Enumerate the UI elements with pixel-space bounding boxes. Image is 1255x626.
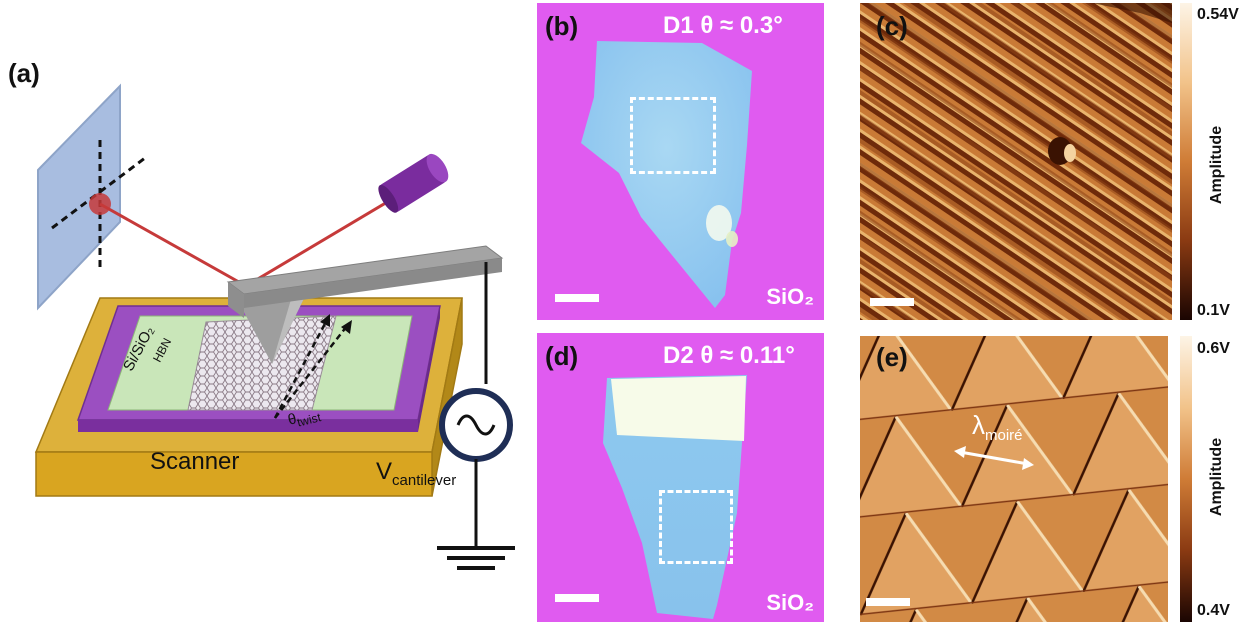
device-title-d2: D2 θ ≈ 0.11° [663,342,795,369]
scanner-front [35,451,433,497]
panel-b-label: (b) [545,11,579,41]
twist-axis-arrowhead [341,320,352,334]
afm-tip-face [272,282,312,364]
moire-wavelength-label: λmoiré [972,410,1023,444]
scanner-label: Scanner [150,448,240,475]
lambda-subscript: moiré [985,427,1023,445]
colorbar-c-title: Amplitude [1208,125,1225,205]
panel-c-label: (c) [876,11,908,41]
cantilever-front [244,258,502,308]
scale-bar-c [870,298,914,306]
region-of-interest-box [630,97,716,174]
panel-e-label: (e) [876,342,908,372]
ac-wave-symbol [456,414,496,436]
twisted-bilayer-graphene-lattice [188,316,336,410]
reflected-laser-beam [99,202,247,288]
region-of-interest-box [659,490,733,564]
incident-laser-beam [245,196,395,288]
twist-axis-arrow [273,319,329,419]
scale-bar-d2 [555,594,599,602]
lambda-symbol: λ [972,410,985,440]
substrate-label-d2: SiO₂ [766,590,814,615]
laser-source [378,153,449,213]
afm-setup-schematic [34,83,515,570]
twist-axis-arrowhead [320,314,330,327]
colorbar-e-title: Amplitude [1208,437,1225,517]
colorbar-c-min: 0.1V [1197,302,1230,319]
flake-d1 [581,41,752,308]
optical-image-d2: (d) D2 θ ≈ 0.11° SiO₂ [537,333,824,622]
colorbar-e-min: 0.4V [1197,602,1230,619]
laser-spot [89,193,111,215]
substrate-right [418,306,440,432]
moire-wavelength-arrow [954,446,1034,470]
device-title-d1: D1 θ ≈ 0.3° [663,12,783,39]
afm-map-d2: λmoiré (e) [860,336,1168,622]
scale-bar-d1 [555,294,599,302]
colorbar-e [1180,336,1192,622]
detector-crosshair [51,156,146,230]
colorbar-c [1180,3,1192,320]
cantilever-voltage-symbol: V [376,458,393,485]
substrate-front [78,420,418,432]
colorbar-c-max: 0.54V [1197,6,1239,23]
cantilever-side [228,282,244,318]
afm-map-d1: (c) [860,3,1172,320]
substrate-label-d1: SiO₂ [766,284,814,309]
cantilever-voltage-subscript: cantilever [392,471,457,489]
optical-image-d1: (b) D1 θ ≈ 0.3° SiO₂ [537,3,824,320]
colorbar-e-max: 0.6V [1197,340,1230,357]
cantilever-voltage-label: Vcantilever [376,458,456,489]
scale-bar-e [866,598,910,606]
panel-a-label: (a) [8,58,40,88]
flake-d2 [603,375,747,619]
panel-d-label: (d) [545,341,579,371]
